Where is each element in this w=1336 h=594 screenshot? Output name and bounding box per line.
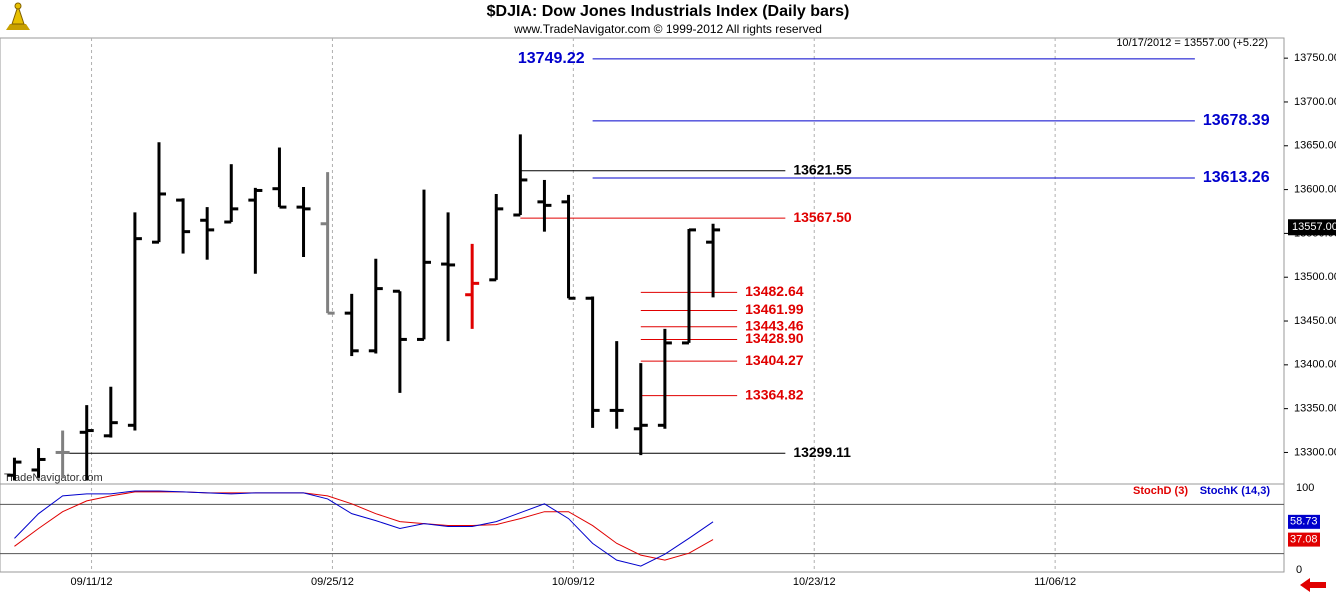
legend-entry: StochK (14,3) (1200, 485, 1271, 497)
y-tick-label: 13650.00 (1294, 140, 1336, 152)
stoch-tick-label: 100 (1296, 482, 1314, 494)
scroll-arrow[interactable] (1300, 578, 1326, 592)
y-tick-label: 13300.00 (1294, 446, 1336, 458)
level-label: 13404.27 (745, 352, 804, 368)
y-tick-label: 13750.00 (1294, 52, 1336, 64)
x-tick-label: 09/11/12 (71, 576, 113, 588)
level-label: 13621.55 (793, 161, 852, 177)
level-label: 13749.22 (518, 50, 585, 67)
last-price-label: 13557.00 (1292, 221, 1336, 233)
level-label: 13678.39 (1203, 112, 1270, 129)
x-tick-label: 10/09/12 (552, 576, 595, 588)
y-tick-label: 13450.00 (1294, 315, 1336, 327)
level-label: 13299.11 (793, 444, 851, 460)
level-label: 13482.64 (745, 283, 804, 299)
level-label: 13567.50 (793, 209, 852, 225)
logo (6, 2, 30, 30)
y-tick-label: 13400.00 (1294, 359, 1336, 371)
stoch-line (14, 490, 714, 567)
stoch-last-box (1288, 514, 1320, 529)
x-tick-label: 10/23/12 (793, 576, 836, 588)
stoch-line (14, 491, 714, 561)
level-label: 13461.99 (745, 301, 804, 317)
stoch-tick-label: 0 (1296, 564, 1302, 576)
level-label: 13364.82 (745, 386, 804, 402)
level-label: 13428.90 (745, 330, 804, 346)
chart-subtitle: www.TradeNavigator.com © 1999-2012 All r… (513, 22, 822, 36)
x-tick-label: 09/25/12 (311, 576, 354, 588)
plot-frame (0, 37, 1285, 573)
stoch-last-label: 37.08 (1290, 534, 1318, 546)
y-tick-label: 13500.00 (1294, 271, 1336, 283)
stoch-last-box (1288, 532, 1320, 547)
watermark: TradeNavigator.com (4, 472, 103, 484)
y-tick-label: 13700.00 (1294, 96, 1336, 108)
last-price-box (1288, 219, 1336, 236)
y-tick-label: 13350.00 (1294, 403, 1336, 415)
price-info: 10/17/2012 = 13557.00 (+5.22) (1116, 37, 1268, 49)
chart-title: $DJIA: Dow Jones Industrials Index (Dail… (487, 3, 850, 20)
level-label: 13443.46 (745, 317, 804, 333)
stoch-last-label: 58.73 (1290, 516, 1318, 528)
legend-entry: StochD (3) (1133, 485, 1188, 497)
x-tick-label: 11/06/12 (1034, 576, 1076, 588)
y-tick-label: 13600.00 (1294, 183, 1336, 195)
level-label: 13613.26 (1203, 169, 1270, 186)
